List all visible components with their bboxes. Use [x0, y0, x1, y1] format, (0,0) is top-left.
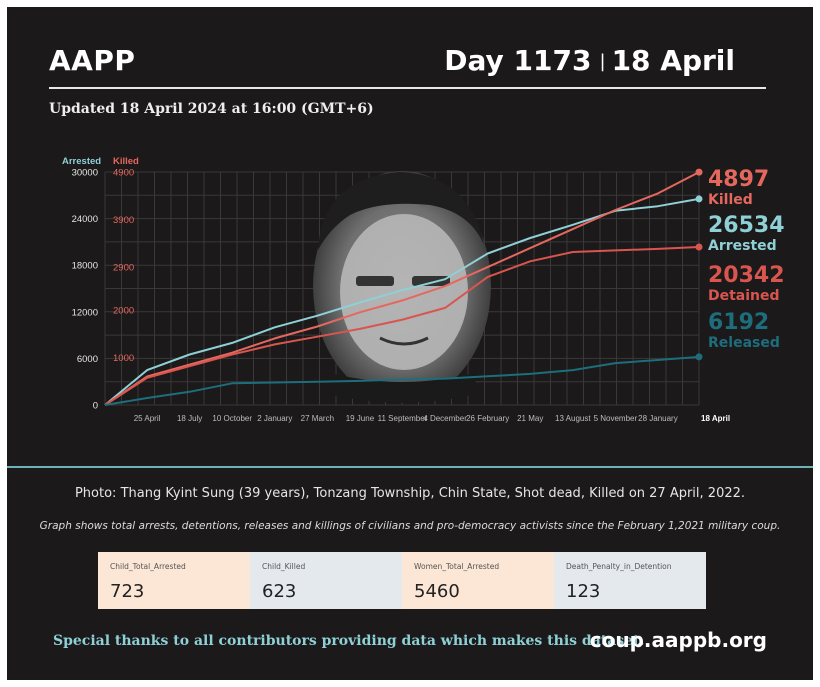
killed-tick-label: 1000 — [113, 353, 134, 364]
x-tick-label: 2 January — [257, 414, 292, 423]
x-tick-label: 26 February — [466, 414, 509, 423]
x-tick-label: 19 June — [346, 414, 375, 423]
day-separator: | — [599, 51, 606, 72]
stat-card-value: 623 — [262, 581, 297, 602]
series-end-marker-detained — [695, 243, 703, 251]
left-axis-title: Arrested — [62, 156, 101, 167]
org-title: AAPP — [49, 44, 136, 77]
end-label-arrested: Arrested — [708, 238, 777, 254]
section-divider — [7, 466, 813, 468]
left-tick-label: 18000 — [72, 261, 98, 272]
stat-card-value: 5460 — [414, 581, 460, 602]
chart-ticks: Arrested Killed 0 6000 12000 18000 24000 30000 1… — [62, 156, 730, 423]
end-label-detained: Detained — [708, 288, 780, 304]
stat-card-child-killed: Child_Killed 623 — [250, 552, 402, 609]
victim-photo — [313, 171, 491, 403]
killed-tick-label: 4900 — [113, 168, 134, 179]
x-tick-label: 21 May — [517, 414, 543, 423]
chart-series — [104, 168, 703, 406]
stat-card-label: Women_Total_Arrested — [414, 562, 500, 571]
stat-card-label: Child_Total_Arrested — [110, 562, 186, 571]
stat-card-child-arrested: Child_Total_Arrested 723 — [98, 552, 250, 609]
series-line-killed — [104, 171, 700, 406]
left-tick-label: 0 — [93, 401, 98, 412]
thanks-note: Special thanks to all contributors provi… — [53, 633, 645, 649]
stat-card-death-penalty: Death_Penalty_in_Detention 123 — [554, 552, 706, 609]
x-tick-label: 18 April — [701, 414, 730, 423]
stat-card-label: Child_Killed — [262, 562, 306, 571]
updated-timestamp: Updated 18 April 2024 at 16:00 (GMT+6) — [49, 101, 374, 117]
stat-card-women-arrested: Women_Total_Arrested 5460 — [402, 552, 554, 609]
photo-caption: Photo: Thang Kyint Sung (39 years), Tonz… — [74, 486, 746, 501]
series-line-released — [104, 355, 700, 406]
left-tick-label: 24000 — [72, 214, 98, 225]
x-tick-label: 13 August — [555, 414, 591, 423]
stat-card-value: 723 — [110, 581, 145, 602]
stat-card-value: 123 — [566, 581, 601, 602]
x-tick-label: 18 July — [177, 414, 202, 423]
stat-card-label: Death_Penalty_in_Detention — [566, 562, 672, 571]
x-tick-label: 5 November — [594, 414, 638, 423]
left-tick-label: 12000 — [72, 307, 98, 318]
end-value-released: 6192 — [708, 310, 769, 335]
day-count: Day 1173 — [444, 44, 592, 77]
x-tick-label: 28 January — [638, 414, 678, 423]
left-tick-label: 30000 — [72, 168, 98, 179]
end-value-killed: 4897 — [708, 167, 769, 192]
header-rule — [49, 87, 766, 89]
x-tick-label: 27 March — [301, 414, 334, 423]
x-tick-label: 25 April — [134, 414, 161, 423]
x-tick-label: 4 December — [423, 414, 467, 423]
series-end-marker-arrested — [695, 195, 703, 203]
x-tick-label: 10 October — [212, 414, 252, 423]
left-tick-label: 6000 — [77, 354, 98, 365]
series-end-marker-killed — [695, 168, 703, 176]
killed-tick-label: 3900 — [113, 215, 134, 226]
right-axis-title: Killed — [113, 156, 139, 167]
killed-tick-label: 2900 — [113, 263, 134, 274]
site-link[interactable]: coup.aappb.org — [589, 628, 767, 652]
killed-tick-label: 2000 — [113, 305, 134, 316]
graph-note: Graph shows total arrests, detentions, r… — [39, 520, 781, 532]
end-label-killed: Killed — [708, 192, 753, 208]
series-line-detained — [104, 246, 700, 406]
stat-cards: Child_Total_Arrested 723 Child_Killed 62… — [98, 552, 706, 609]
end-value-arrested: 26534 — [708, 213, 785, 238]
day-title: Day 1173 | 18 April — [444, 44, 735, 77]
day-date: 18 April — [611, 44, 735, 77]
end-value-detained: 20342 — [708, 263, 785, 288]
series-end-marker-released — [695, 353, 703, 361]
end-label-released: Released — [708, 335, 780, 351]
x-tick-label: 11 September — [378, 414, 428, 423]
